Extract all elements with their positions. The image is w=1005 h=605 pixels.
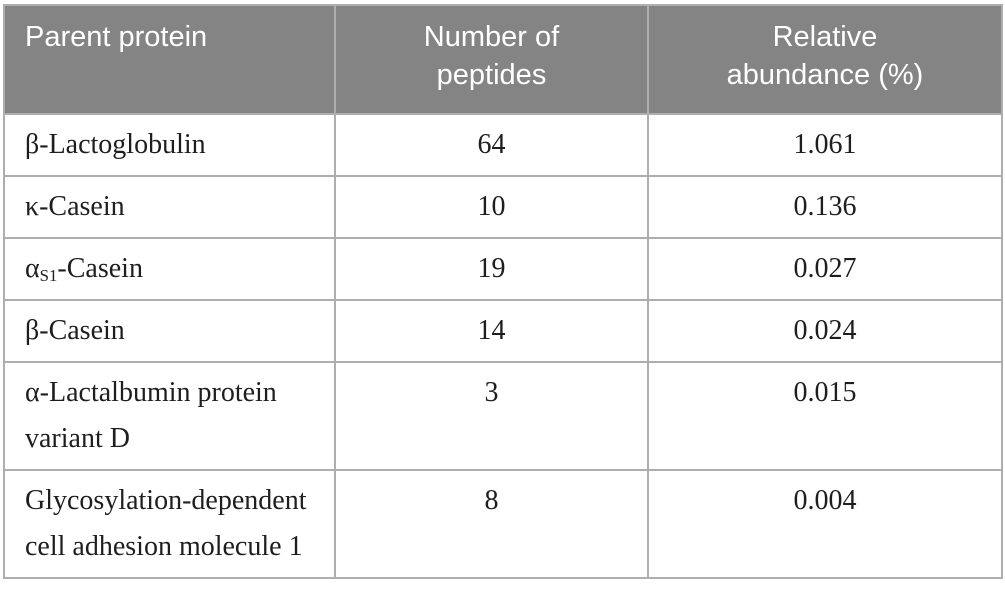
peptides-cell: 19 [334, 237, 649, 301]
peptides-cell: 3 [334, 361, 649, 471]
peptides-cell: 14 [334, 299, 649, 363]
table-row: αS1-Casein 19 0.027 [3, 237, 1003, 301]
table-row: Glycosylation-dependent cell adhesion mo… [3, 469, 1003, 579]
abundance-cell: 0.004 [647, 469, 1003, 579]
peptides-cell: 8 [334, 469, 649, 579]
table-body: β-Lactoglobulin 64 1.061 κ-Casein 10 0.1… [3, 113, 1003, 579]
abundance-cell: 0.136 [647, 175, 1003, 239]
abundance-cell: 0.027 [647, 237, 1003, 301]
peptides-cell: 10 [334, 175, 649, 239]
table-row: κ-Casein 10 0.136 [3, 175, 1003, 239]
header-number-of-peptides: Number of peptides [334, 4, 649, 115]
header-parent-protein: Parent protein [3, 4, 336, 115]
protein-cell: β-Casein [3, 299, 336, 363]
protein-cell: α-Lactalbumin protein variant D [3, 361, 336, 471]
table-header: Parent protein Number of peptides Relati… [3, 4, 1003, 115]
header-relative-abundance: Relative abundance (%) [647, 4, 1003, 115]
protein-cell: αS1-Casein [3, 237, 336, 301]
abundance-cell: 0.015 [647, 361, 1003, 471]
header-row: Parent protein Number of peptides Relati… [3, 4, 1003, 115]
abundance-cell: 0.024 [647, 299, 1003, 363]
peptides-cell: 64 [334, 113, 649, 177]
protein-cell: κ-Casein [3, 175, 336, 239]
peptide-abundance-table: Parent protein Number of peptides Relati… [3, 4, 1003, 579]
protein-cell: Glycosylation-dependent cell adhesion mo… [3, 469, 336, 579]
table-row: β-Casein 14 0.024 [3, 299, 1003, 363]
protein-cell: β-Lactoglobulin [3, 113, 336, 177]
table-row: α-Lactalbumin protein variant D 3 0.015 [3, 361, 1003, 471]
table-row: β-Lactoglobulin 64 1.061 [3, 113, 1003, 177]
abundance-cell: 1.061 [647, 113, 1003, 177]
